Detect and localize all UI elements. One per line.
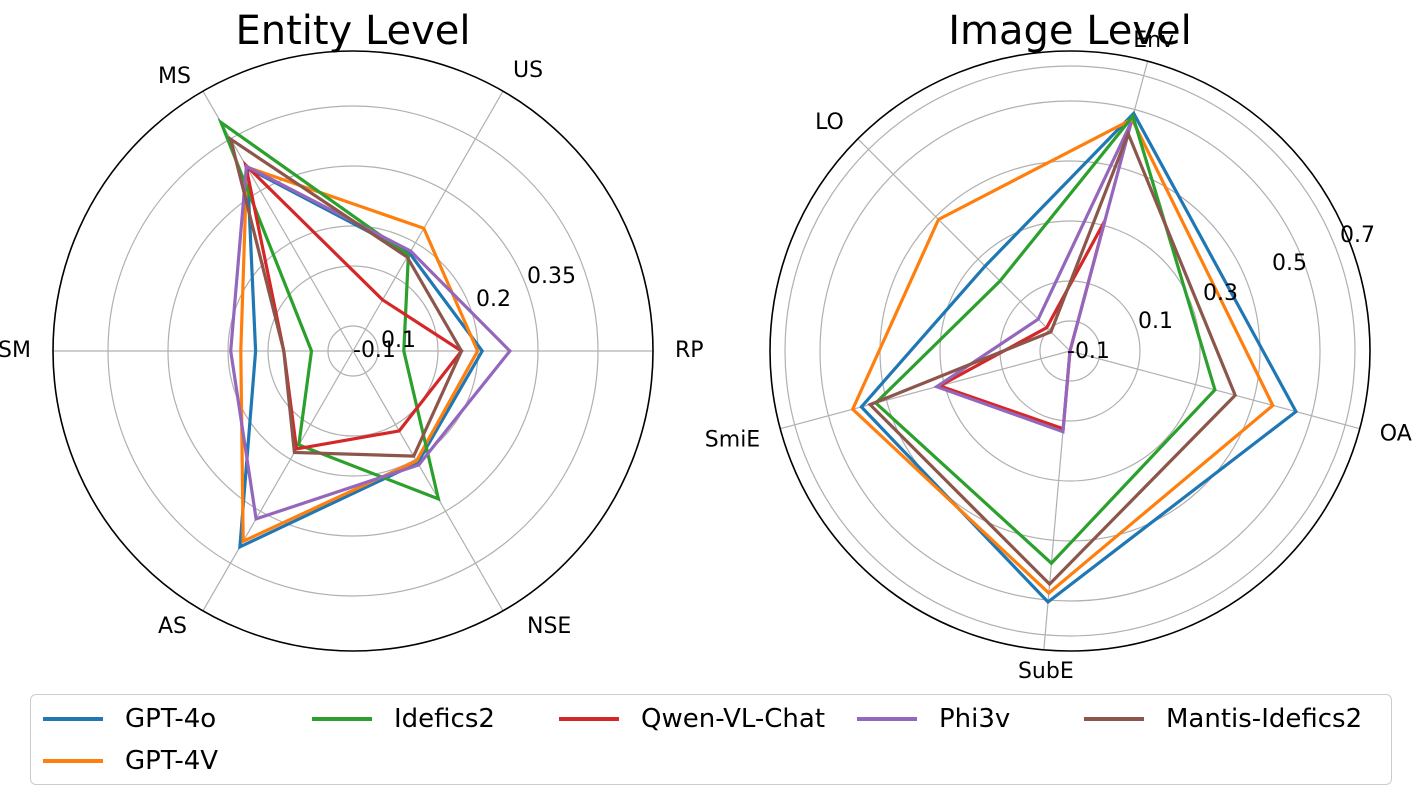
axis-label: NSE [527, 614, 571, 639]
grid-spoke [780, 350, 1071, 430]
series-mantis-idefics2 [228, 135, 464, 458]
polar-frame [769, 50, 1371, 652]
legend-swatch-gpt-4o [43, 717, 103, 721]
legend-label: Phi3v [939, 704, 1011, 734]
axis-label: Env [1133, 28, 1174, 53]
legend-item: Idefics2 [312, 701, 495, 737]
grid-spoke [352, 90, 504, 352]
legend-label: GPT-4o [125, 704, 217, 734]
radial-tick-label: 0.3 [1203, 281, 1238, 306]
polar-frame [52, 50, 654, 652]
grid-spoke [352, 350, 504, 612]
series-gpt-4o [238, 165, 485, 550]
axis-label: OA [1380, 422, 1412, 447]
grid-ring [939, 220, 1201, 482]
legend-item: GPT-4o [43, 701, 216, 737]
radial-tick-label: 0.35 [527, 264, 576, 289]
series-gpt-4o [859, 110, 1299, 605]
radial-tick-label: 0.1 [381, 328, 416, 353]
grid-spoke [202, 350, 354, 612]
axis-label: LO [815, 110, 844, 135]
grid-spoke [857, 138, 1071, 352]
axis-label: AS [158, 614, 187, 639]
axis-label: SM [0, 338, 31, 363]
chart-title: Entity Level [235, 8, 470, 54]
chart-title: Image Level [948, 8, 1192, 54]
legend-item: GPT-4V [43, 743, 218, 779]
legend-item: Mantis-Idefics2 [1084, 701, 1362, 737]
legend-swatch-qwen-vl-chat [559, 717, 619, 721]
legend-label: Qwen-VL-Chat [641, 704, 826, 734]
series-idefics2 [217, 117, 441, 502]
radial-tick-label: 0.7 [1340, 223, 1375, 248]
legend-swatch-mantis-idefics2 [1084, 717, 1144, 721]
grid-ring [784, 65, 1356, 637]
grid-ring [1039, 320, 1101, 382]
axis-label: SmiE [705, 428, 760, 453]
legend-swatch-idefics2 [312, 717, 372, 721]
radial-tick-label: 0.2 [476, 287, 511, 312]
radial-tick-label: -0.1 [1067, 339, 1110, 364]
series-phi3v [933, 121, 1133, 434]
legend-label: Mantis-Idefics2 [1166, 704, 1363, 734]
series-gpt-4v [239, 164, 480, 544]
legend: GPT-4o Idefics2 Qwen-VL-Chat Phi3v Manti… [30, 694, 1392, 785]
series-phi3v [229, 163, 513, 522]
legend-label: GPT-4V [125, 746, 219, 776]
legend-label: Idefics2 [394, 704, 495, 734]
legend-item: Qwen-VL-Chat [559, 701, 825, 737]
axis-label: RP [675, 338, 704, 363]
grid-spoke [202, 90, 354, 352]
series-idefics2 [873, 112, 1217, 566]
legend-item: Phi3v [857, 701, 1010, 737]
series-gpt-4v [850, 117, 1275, 596]
radial-tick-label: -0.1 [353, 338, 396, 363]
radial-tick-label: 0.5 [1272, 251, 1307, 276]
axis-label: US [513, 58, 543, 83]
axis-label: MS [158, 64, 191, 89]
axis-label: SubE [1018, 659, 1074, 684]
legend-swatch-gpt-4v [43, 759, 103, 763]
radial-tick-label: 0.1 [1138, 309, 1173, 334]
legend-swatch-phi3v [857, 717, 917, 721]
series-mantis-idefics2 [867, 129, 1238, 587]
series-qwen-vl-chat [243, 160, 464, 451]
grid-ring [819, 100, 1321, 602]
